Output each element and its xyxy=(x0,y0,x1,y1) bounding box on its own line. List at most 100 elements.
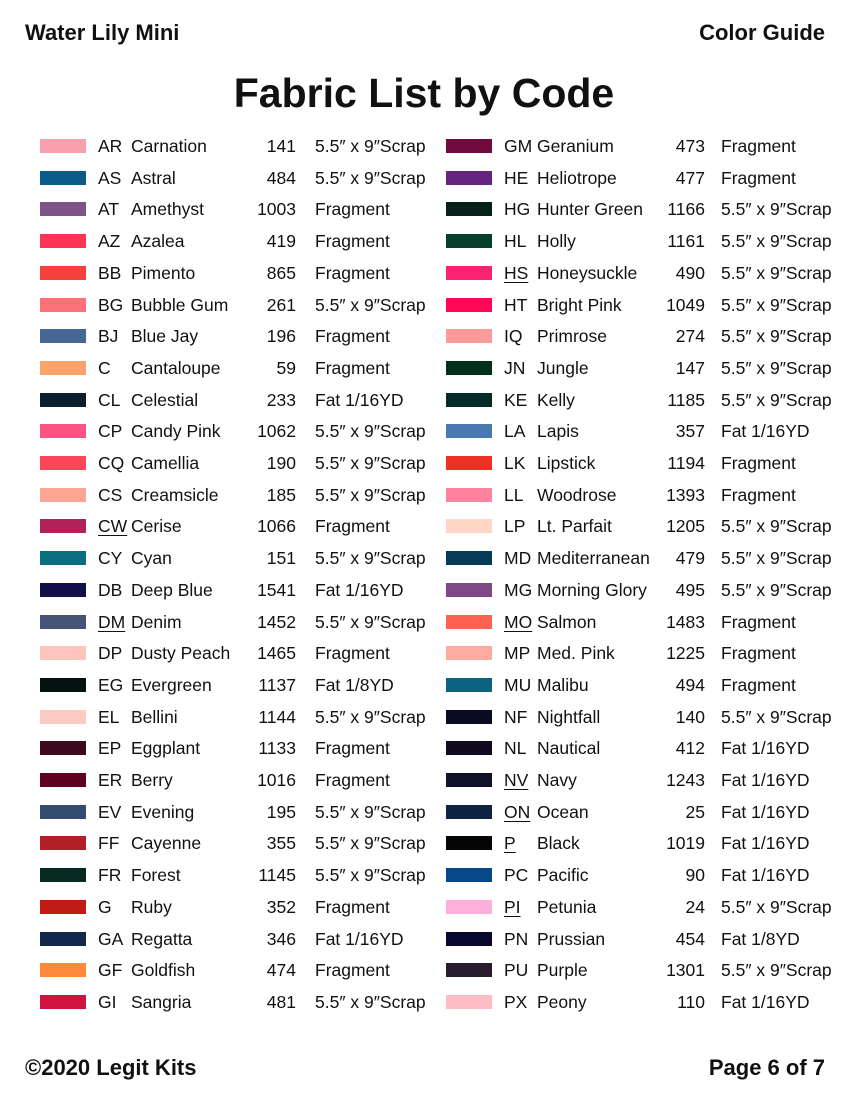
fabric-number: 477 xyxy=(675,167,705,188)
fabric-size: 5.5″ x 9″Scrap xyxy=(721,262,832,283)
fabric-row: MG Morning Glory 495 5.5″ x 9″Scrap xyxy=(446,575,846,605)
fabric-number: 1019 xyxy=(666,833,705,854)
fabric-row: PU Purple 1301 5.5″ x 9″Scrap xyxy=(446,955,846,985)
fabric-code: MO xyxy=(504,611,533,632)
fabric-code: HG xyxy=(504,199,531,220)
color-swatch xyxy=(446,265,492,280)
fabric-name: Forest xyxy=(131,865,181,886)
fabric-name: Denim xyxy=(131,611,182,632)
fabric-code: C xyxy=(98,357,111,378)
fabric-row: GM Geranium 473 Fragment xyxy=(446,131,846,161)
fabric-row: PN Prussian 454 Fat 1/8YD xyxy=(446,924,846,954)
fabric-number: 1066 xyxy=(257,516,296,537)
fabric-number: 495 xyxy=(675,579,705,600)
color-swatch xyxy=(446,392,492,407)
fabric-name: Med. Pink xyxy=(537,643,615,664)
fabric-number: 474 xyxy=(266,960,296,981)
color-swatch xyxy=(446,234,492,249)
fabric-row: CP Candy Pink 1062 5.5″ x 9″Scrap xyxy=(40,416,440,446)
fabric-code: GA xyxy=(98,928,124,949)
color-swatch xyxy=(40,741,86,756)
fabric-number: 479 xyxy=(675,548,705,569)
fabric-number: 59 xyxy=(276,357,296,378)
color-swatch xyxy=(446,139,492,153)
fabric-name: Sangria xyxy=(131,991,192,1012)
fabric-row: AZ Azalea 419 Fragment xyxy=(40,226,440,256)
fabric-number: 1393 xyxy=(666,484,705,505)
copyright: ©2020 Legit Kits xyxy=(25,1055,197,1080)
fabric-row: KE Kelly 1185 5.5″ x 9″Scrap xyxy=(446,385,846,415)
fabric-row: DM Denim 1452 5.5″ x 9″Scrap xyxy=(40,607,440,637)
fabric-row: PI Petunia 24 5.5″ x 9″Scrap xyxy=(446,892,846,922)
fabric-row: G Ruby 352 Fragment xyxy=(40,892,440,922)
fabric-number: 1185 xyxy=(667,389,705,410)
color-swatch xyxy=(446,519,492,534)
fabric-row: EG Evergreen 1137 Fat 1/8YD xyxy=(40,670,440,700)
fabric-code: DP xyxy=(98,643,123,664)
fabric-size: Fat 1/16YD xyxy=(315,928,404,949)
fabric-size: Fat 1/16YD xyxy=(721,865,810,886)
fabric-code: ON xyxy=(504,801,531,822)
color-swatch xyxy=(40,551,86,566)
color-swatch xyxy=(40,265,86,280)
fabric-code: DB xyxy=(98,579,123,600)
fabric-number: 1465 xyxy=(257,643,296,664)
fabric-size: Fat 1/16YD xyxy=(315,579,404,600)
color-swatch xyxy=(446,551,492,566)
fabric-number: 274 xyxy=(675,326,705,347)
fabric-number: 1243 xyxy=(666,770,705,790)
fabric-name: Ruby xyxy=(131,896,172,917)
fabric-number: 151 xyxy=(266,548,296,569)
fabric-row: NV Navy 1243 Fat 1/16YD xyxy=(446,765,846,795)
color-swatch xyxy=(446,931,492,946)
fabric-row: BB Pimento 865 Fragment xyxy=(40,258,440,288)
fabric-row: HG Hunter Green 1166 5.5″ x 9″Scrap xyxy=(446,194,846,224)
fabric-number: 1137 xyxy=(258,674,296,695)
fabric-code: LP xyxy=(504,516,526,537)
fabric-size: Fat 1/16YD xyxy=(721,421,810,442)
fabric-name: Salmon xyxy=(537,611,597,632)
color-swatch xyxy=(40,931,86,946)
fabric-code: KE xyxy=(504,389,528,410)
fabric-code: PU xyxy=(504,960,529,981)
fabric-number: 233 xyxy=(266,389,296,410)
fabric-row: AR Carnation 141 5.5″ x 9″Scrap xyxy=(40,131,440,161)
fabric-code: LK xyxy=(504,453,526,473)
fabric-name: Cerise xyxy=(131,516,182,537)
fabric-code: PI xyxy=(504,896,521,917)
fabric-row: ER Berry 1016 Fragment xyxy=(40,765,440,795)
fabric-size: Fragment xyxy=(315,643,390,664)
fabric-size: 5.5″ x 9″Scrap xyxy=(721,231,832,252)
fabric-row: DB Deep Blue 1541 Fat 1/16YD xyxy=(40,575,440,605)
fabric-size: Fragment xyxy=(721,611,796,632)
color-swatch xyxy=(40,297,86,312)
fabric-size: Fat 1/16YD xyxy=(721,991,810,1012)
page-title: Fabric List by Code xyxy=(233,70,615,116)
color-swatch xyxy=(40,677,86,692)
fabric-size: 5.5″ x 9″Scrap xyxy=(315,136,426,156)
fabric-size: 5.5″ x 9″Scrap xyxy=(315,865,426,886)
fabric-size: Fat 1/16YD xyxy=(721,833,810,854)
fabric-row: EP Eggplant 1133 Fragment xyxy=(40,733,440,763)
fabric-number: 419 xyxy=(266,231,296,252)
fabric-name: Hunter Green xyxy=(537,199,644,220)
fabric-number: 140 xyxy=(675,706,705,727)
fabric-name: Carnation xyxy=(131,136,207,156)
fabric-size: 5.5″ x 9″Scrap xyxy=(315,548,426,569)
fabric-size: 5.5″ x 9″Scrap xyxy=(721,579,832,600)
fabric-size: Fragment xyxy=(315,231,390,252)
color-swatch xyxy=(40,709,86,724)
fabric-row: LL Woodrose 1393 Fragment xyxy=(446,480,846,510)
fabric-code: HT xyxy=(504,294,528,315)
fabric-number: 481 xyxy=(266,991,296,1012)
fabric-code: LL xyxy=(504,484,524,505)
fabric-name: Navy xyxy=(537,770,577,790)
fabric-size: 5.5″ x 9″Scrap xyxy=(721,548,832,569)
fabric-name: Goldfish xyxy=(131,960,196,981)
fabric-code: BB xyxy=(98,262,122,283)
fabric-name: Amethyst xyxy=(131,199,204,220)
fabric-size: 5.5″ x 9″Scrap xyxy=(315,294,426,315)
fabric-name: Lapis xyxy=(537,421,579,442)
fabric-row: AS Astral 484 5.5″ x 9″Scrap xyxy=(40,163,440,193)
color-swatch xyxy=(40,519,86,534)
